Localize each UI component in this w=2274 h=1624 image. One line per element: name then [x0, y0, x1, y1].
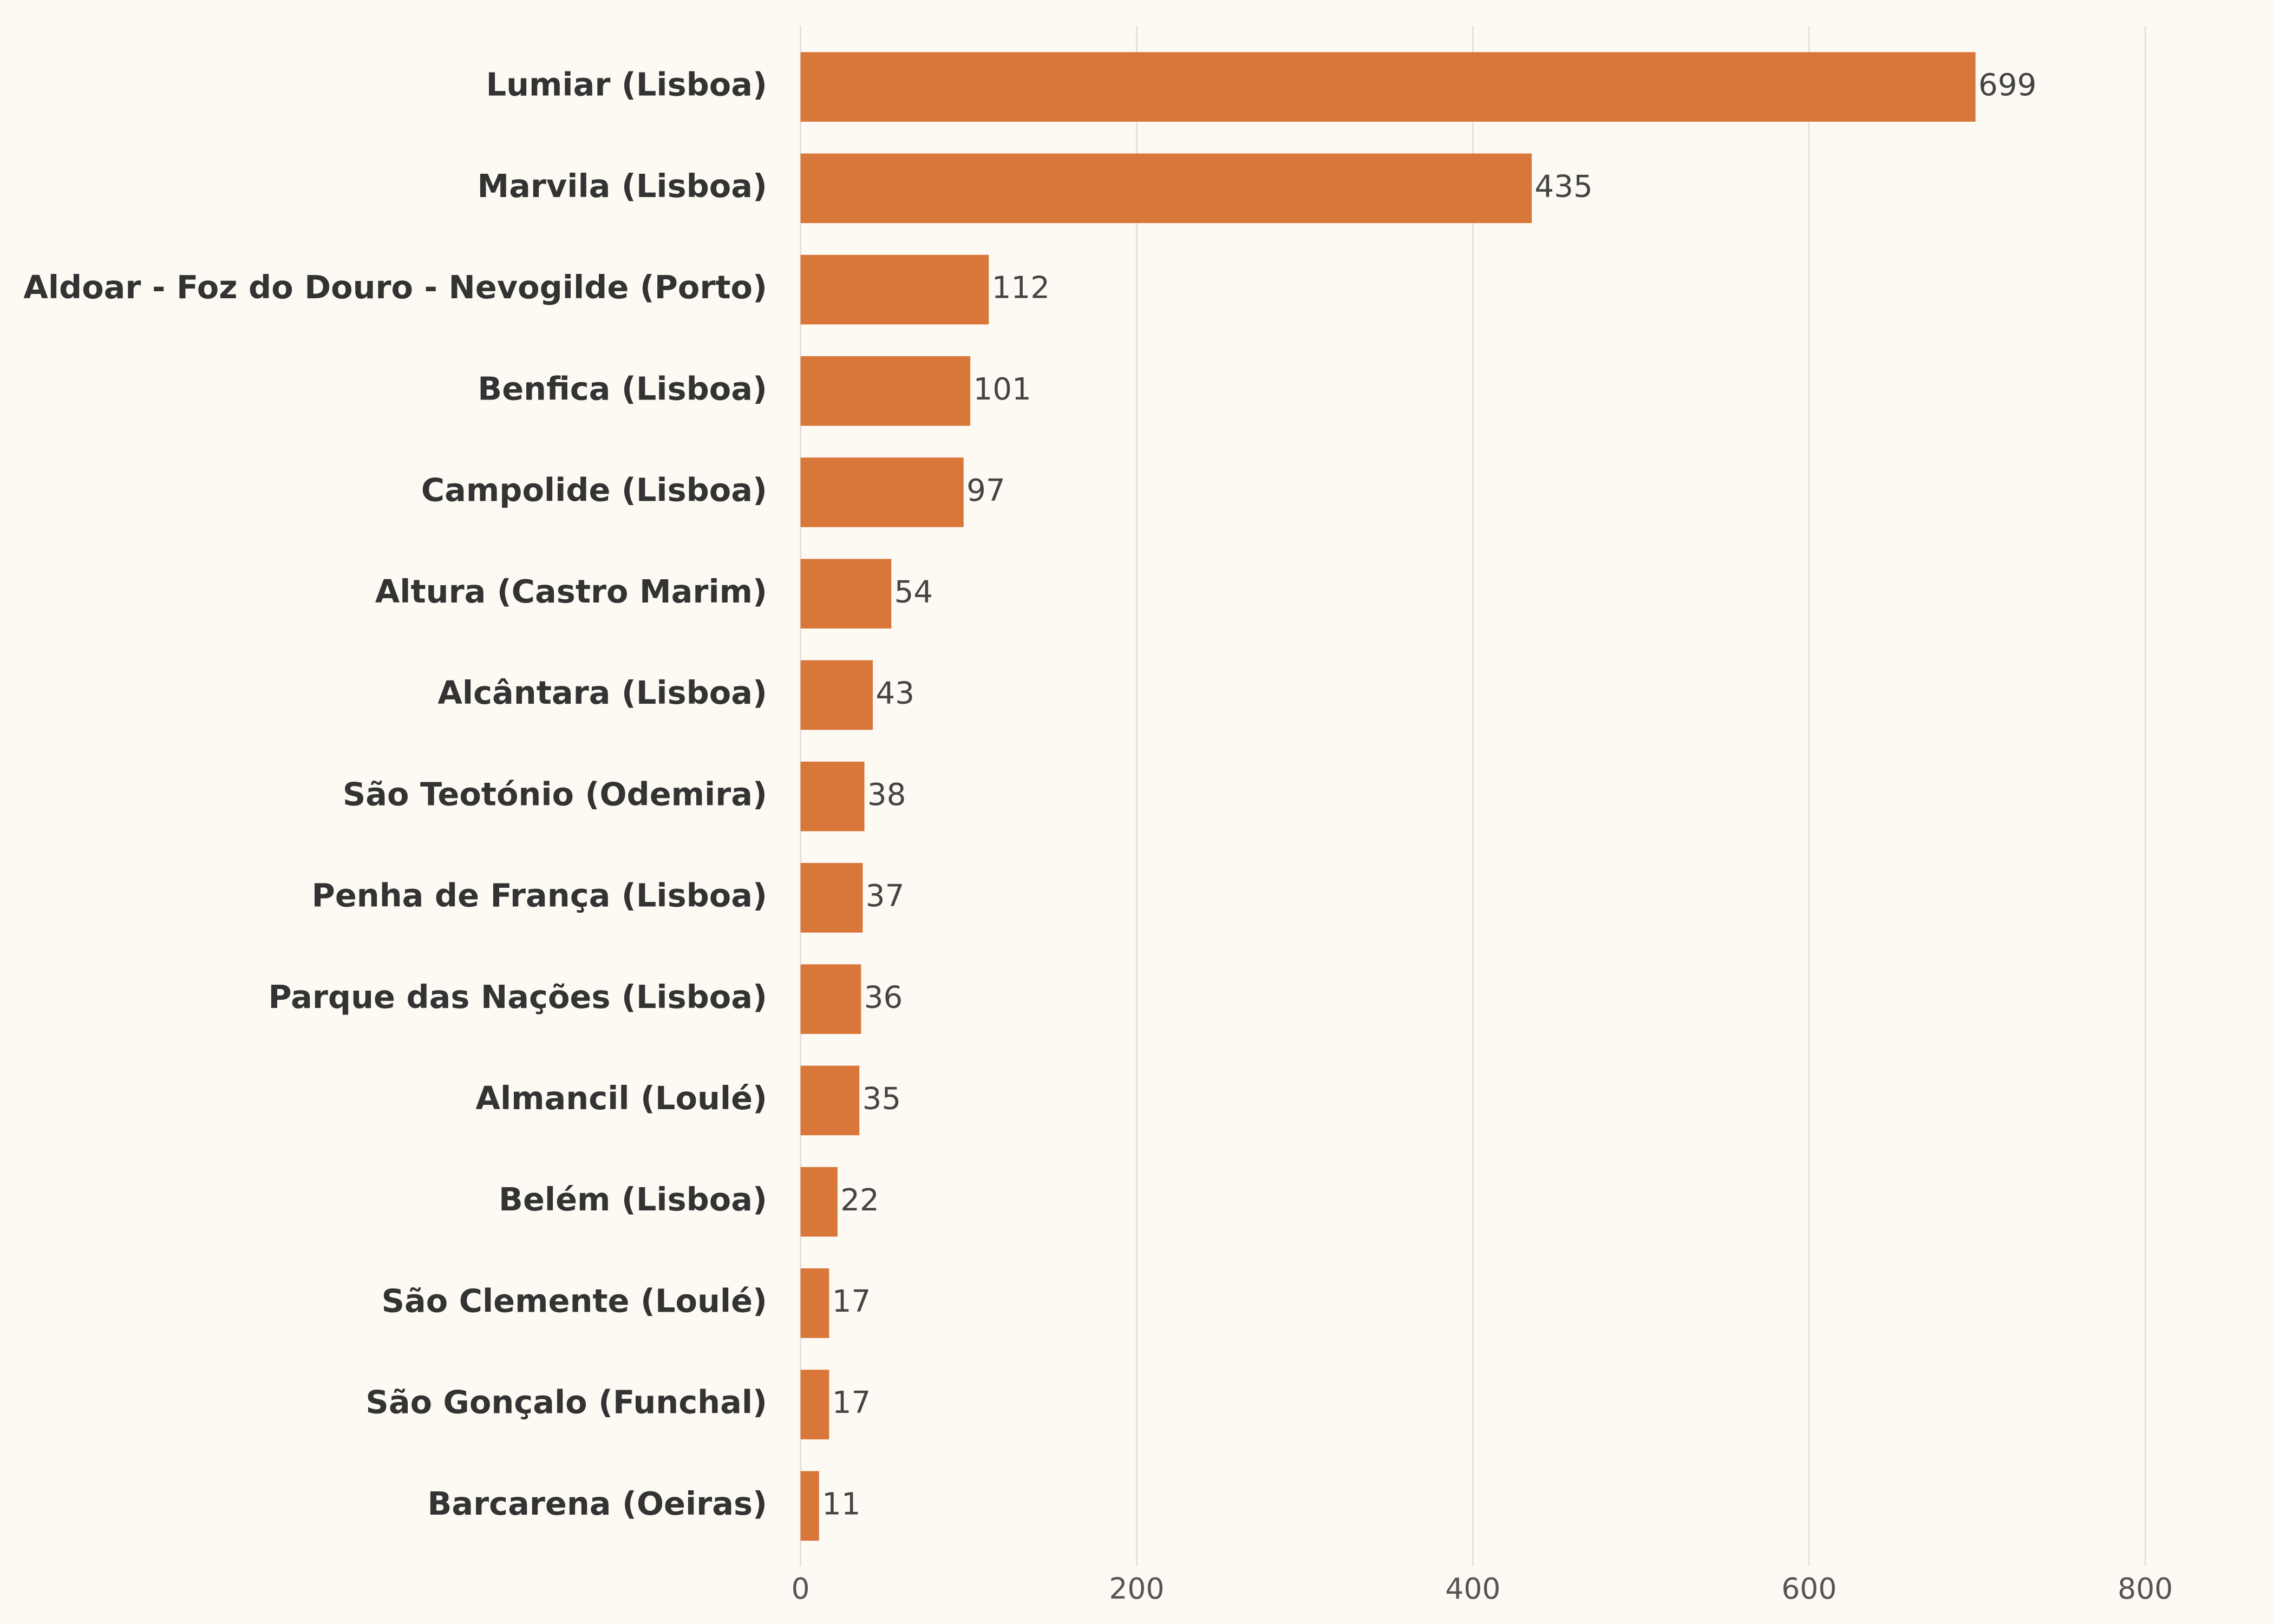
- y-tick-label: Lumiar (Lisboa): [486, 66, 767, 103]
- bar: [800, 863, 863, 933]
- y-tick-label: São Clemente (Loulé): [382, 1282, 767, 1319]
- bar: [800, 457, 964, 527]
- x-tick-label: 400: [1445, 1571, 1500, 1606]
- y-tick-label: Altura (Castro Marim): [375, 573, 767, 610]
- bar: [800, 761, 865, 831]
- value-label: 435: [1534, 169, 1592, 204]
- x-tick-label: 0: [792, 1571, 810, 1606]
- bar: [800, 660, 873, 730]
- bar: [800, 559, 892, 629]
- bar: [800, 1268, 829, 1338]
- value-label: 11: [822, 1487, 861, 1522]
- value-label: 22: [840, 1183, 879, 1218]
- bar: [800, 254, 989, 325]
- bar: [800, 356, 971, 426]
- value-label: 35: [862, 1082, 901, 1117]
- y-tick-label: Aldoar - Foz do Douro - Nevogilde (Porto…: [23, 269, 767, 306]
- x-tick-label: 800: [2118, 1571, 2173, 1606]
- value-label: 112: [992, 271, 1050, 306]
- y-tick-label: Penha de França (Lisboa): [312, 877, 767, 914]
- bar: [800, 153, 1532, 224]
- bar: [800, 1370, 829, 1439]
- value-label: 38: [867, 777, 906, 813]
- value-label: 699: [1978, 68, 2036, 103]
- y-tick-label: São Teotónio (Odemira): [343, 775, 767, 813]
- y-tick-label: Alcântara (Lisboa): [437, 674, 767, 711]
- x-tick-label: 200: [1109, 1571, 1164, 1606]
- bar: [800, 1167, 838, 1237]
- y-tick-label: Belém (Lisboa): [499, 1181, 767, 1218]
- y-tick-label: Benfica (Lisboa): [478, 370, 767, 407]
- value-label: 17: [832, 1385, 871, 1420]
- value-label: 37: [866, 879, 905, 914]
- bar: [800, 52, 1976, 122]
- y-tick-label: Marvila (Lisboa): [477, 167, 767, 205]
- y-tick-label: São Gonçalo (Funchal): [365, 1384, 767, 1421]
- value-label: 54: [894, 574, 933, 610]
- value-label: 101: [973, 372, 1031, 407]
- y-tick-label: Almancil (Loulé): [475, 1079, 767, 1117]
- value-label: 97: [966, 473, 1005, 508]
- x-tick-label: 600: [1781, 1571, 1837, 1606]
- bar: [800, 964, 861, 1034]
- bar: [800, 1065, 860, 1136]
- value-label: 36: [864, 980, 903, 1015]
- y-tick-label: Campolide (Lisboa): [421, 472, 767, 509]
- value-label: 43: [875, 676, 914, 711]
- bar: [800, 1471, 819, 1541]
- y-tick-label: Parque das Nações (Lisboa): [269, 978, 767, 1016]
- y-tick-label: Barcarena (Oeiras): [427, 1485, 767, 1522]
- value-label: 17: [832, 1284, 871, 1319]
